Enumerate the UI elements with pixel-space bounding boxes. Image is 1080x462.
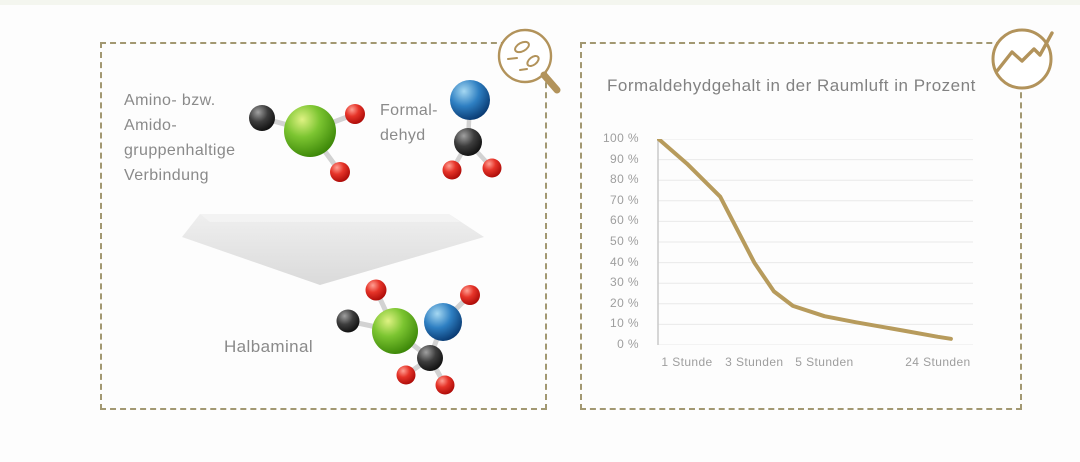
- atom-red: [482, 158, 502, 178]
- chart-area: 100 % 90 % 80 % 70 % 60 % 50 % 40 % 30 % 20 % 10 …: [582, 44, 1024, 412]
- atom-black: [336, 309, 360, 333]
- formaldehyde-label: Formal- dehyd: [380, 98, 438, 148]
- page-top-edge: [0, 0, 1080, 5]
- atom-red: [396, 365, 416, 385]
- x-tick-label: 1 Stunde: [661, 355, 713, 369]
- reaction-panel: Amino- bzw. Amido- gruppenhaltige Verbin…: [100, 28, 561, 410]
- amino-compound-molecule: [249, 104, 365, 182]
- y-tick-label: 50 %: [610, 234, 639, 248]
- atom-green: [372, 308, 418, 354]
- atom-red: [435, 375, 455, 395]
- formaldehyde-label-line: Formal-: [380, 102, 438, 119]
- y-tick-label: 30 %: [610, 275, 639, 290]
- atom-red: [460, 285, 480, 305]
- x-tick-label: 24 Stunden: [905, 355, 971, 369]
- y-tick-label: 40 %: [610, 254, 639, 269]
- product-label: Halbaminal: [224, 337, 314, 356]
- compound-label: Amino- bzw. Amido- gruppenhaltige Verbin…: [124, 88, 235, 188]
- reaction-down-arrow: [182, 214, 484, 285]
- y-tick-label: 70 %: [610, 192, 639, 207]
- atom-red: [365, 279, 387, 301]
- compound-label-line: Verbindung: [124, 167, 209, 184]
- formaldehyde-label-line: dehyd: [380, 127, 426, 144]
- y-tick-label: 80 %: [610, 172, 639, 187]
- y-tick-label: 60 %: [610, 213, 639, 228]
- atom-black: [417, 345, 443, 371]
- formaldehyde-trend-line: [657, 139, 953, 341]
- chart-panel: Formaldehydgehalt in der Raumluft in Pro…: [580, 28, 1054, 412]
- atom-black: [454, 128, 482, 156]
- atom-red: [442, 160, 462, 180]
- trend-chart-icon: [991, 28, 1054, 90]
- atom-blue: [450, 80, 490, 120]
- chart-plot-svg: [657, 139, 973, 345]
- atom-blue: [424, 303, 462, 341]
- atom-red: [330, 162, 350, 182]
- x-tick-label: 5 Stunden: [795, 355, 854, 369]
- halbaminal-molecule: [336, 279, 480, 395]
- x-tick-label: 3 Stunden: [725, 355, 784, 369]
- atom-green: [284, 105, 336, 157]
- compound-label-line: Amino- bzw.: [124, 92, 216, 109]
- y-tick-label: 90 %: [610, 151, 639, 166]
- y-tick-label: 100 %: [602, 131, 639, 145]
- y-tick-label: 20 %: [610, 295, 639, 310]
- chart-title: Formaldehydgehalt in der Raumluft in Pro…: [607, 76, 976, 95]
- formaldehyde-molecule: [442, 80, 502, 180]
- y-tick-label: 10 %: [610, 316, 639, 331]
- magnifier-molecules-icon: [497, 28, 561, 94]
- atom-black: [249, 105, 275, 131]
- atom-red: [345, 104, 365, 124]
- compound-label-line: gruppenhaltige: [124, 142, 236, 159]
- y-tick-label: 0 %: [617, 337, 639, 351]
- compound-label-line: Amido-: [124, 117, 178, 134]
